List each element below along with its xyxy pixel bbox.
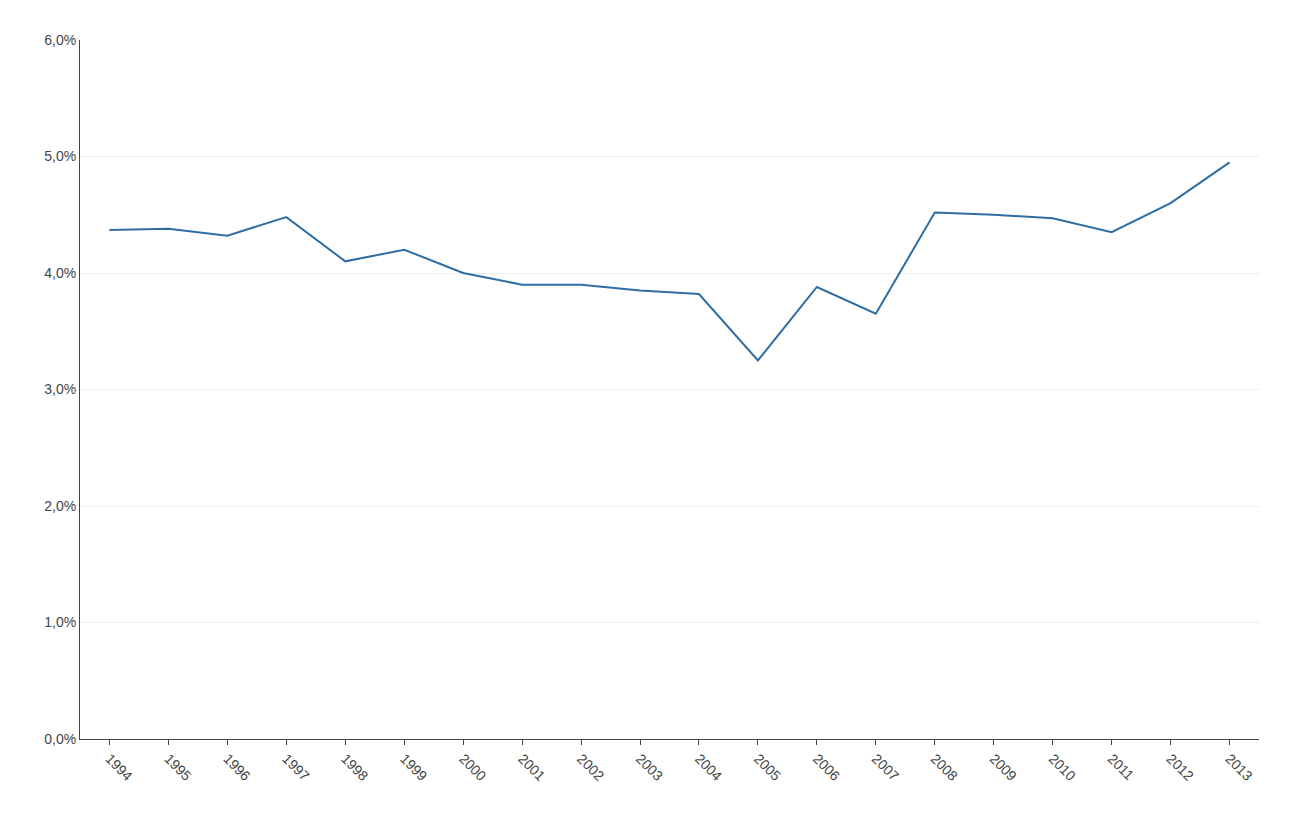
svg-text:2007: 2007 xyxy=(869,751,902,784)
svg-text:1994: 1994 xyxy=(102,751,135,784)
svg-text:4,0%: 4,0% xyxy=(44,265,76,281)
svg-text:3,0%: 3,0% xyxy=(44,381,76,397)
svg-text:2010: 2010 xyxy=(1046,751,1079,784)
svg-text:1998: 1998 xyxy=(338,751,371,784)
svg-text:1996: 1996 xyxy=(220,751,253,784)
svg-text:2009: 2009 xyxy=(987,751,1020,784)
svg-text:5,0%: 5,0% xyxy=(44,148,76,164)
svg-text:2,0%: 2,0% xyxy=(44,498,76,514)
svg-text:2000: 2000 xyxy=(456,751,489,784)
svg-text:2013: 2013 xyxy=(1222,751,1255,784)
svg-text:1995: 1995 xyxy=(161,751,194,784)
svg-text:1997: 1997 xyxy=(279,751,312,784)
svg-text:2003: 2003 xyxy=(633,751,666,784)
svg-text:2002: 2002 xyxy=(574,751,607,784)
svg-text:2012: 2012 xyxy=(1163,751,1196,784)
svg-text:2006: 2006 xyxy=(810,751,843,784)
svg-text:2004: 2004 xyxy=(692,751,725,784)
svg-text:2005: 2005 xyxy=(751,751,784,784)
svg-text:1,0%: 1,0% xyxy=(44,614,76,630)
svg-text:2001: 2001 xyxy=(515,751,548,784)
svg-text:2011: 2011 xyxy=(1105,751,1138,784)
svg-text:6,0%: 6,0% xyxy=(44,32,76,48)
svg-text:1999: 1999 xyxy=(397,751,430,784)
svg-text:0,0%: 0,0% xyxy=(44,731,76,747)
svg-text:2008: 2008 xyxy=(928,751,961,784)
